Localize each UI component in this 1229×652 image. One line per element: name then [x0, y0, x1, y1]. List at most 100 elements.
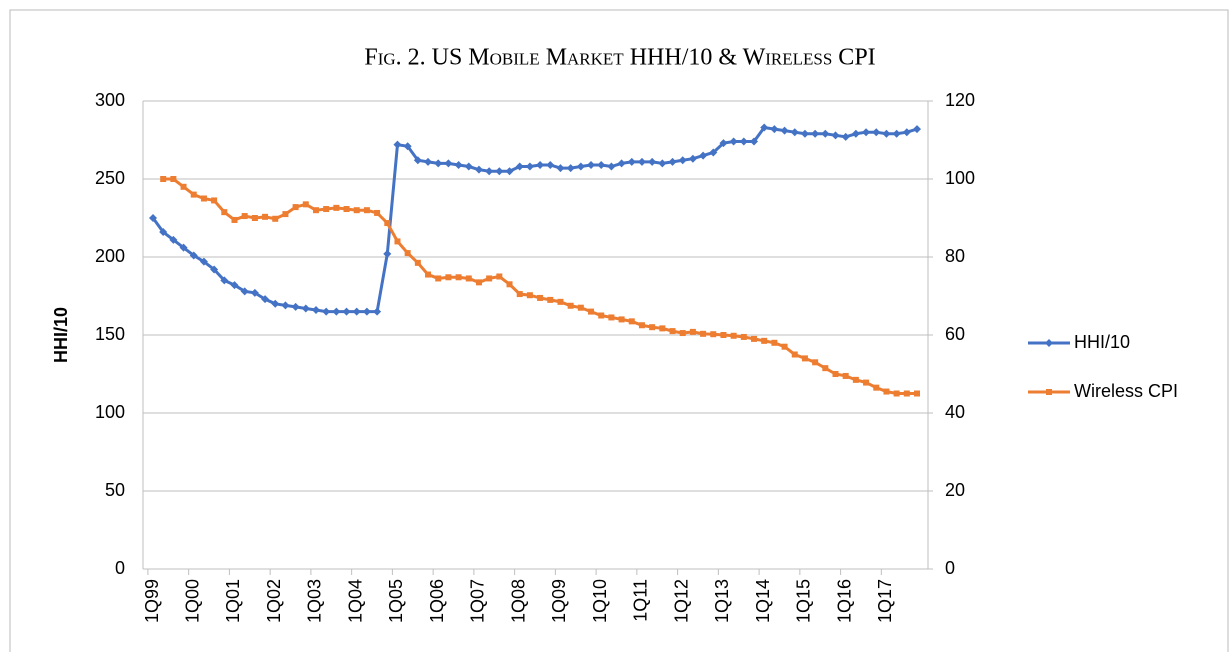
x-tick-label: 1Q17 [875, 579, 895, 623]
chart-frame [9, 9, 1229, 652]
marker [393, 140, 402, 149]
marker [189, 251, 198, 260]
y-tick-label: 150 [95, 324, 125, 344]
marker [873, 384, 880, 391]
marker [883, 388, 890, 395]
marker [160, 176, 167, 182]
marker [434, 159, 443, 168]
marker [292, 204, 299, 211]
marker [576, 162, 585, 171]
y-tick-label: 100 [95, 402, 125, 422]
marker [872, 128, 881, 137]
marker [362, 307, 371, 316]
marker [241, 213, 248, 220]
marker [638, 322, 645, 329]
marker [301, 304, 310, 313]
marker [179, 243, 188, 252]
marker [719, 139, 728, 148]
marker [710, 331, 717, 338]
marker [230, 281, 239, 290]
x-tick-label: 1Q10 [590, 579, 610, 623]
marker [149, 214, 157, 222]
x-tick-label: 1Q06 [427, 579, 447, 623]
x-tick-label: 1Q14 [753, 579, 773, 623]
marker [251, 215, 258, 221]
x-tick-label: 1Q04 [345, 579, 365, 623]
marker [801, 355, 808, 362]
marker [771, 339, 778, 346]
marker [170, 176, 177, 182]
y-tick-label: 200 [95, 246, 125, 266]
marker [668, 157, 677, 166]
x-tick-label: 1Q99 [142, 579, 162, 623]
y-tick-label: 0 [115, 558, 125, 578]
marker [790, 128, 799, 137]
marker [658, 159, 667, 168]
marker [720, 332, 727, 338]
marker [618, 316, 625, 323]
marker [821, 129, 830, 138]
marker [862, 128, 871, 137]
marker [699, 151, 708, 160]
marker [637, 157, 646, 166]
marker [261, 295, 270, 304]
marker [169, 235, 178, 244]
marker [485, 167, 494, 176]
marker [413, 156, 422, 165]
marker [800, 129, 809, 138]
marker [190, 191, 197, 198]
marker [608, 314, 615, 321]
x-tick-label: 1Q12 [671, 579, 691, 623]
y-tick-label: 300 [95, 90, 125, 110]
marker [200, 195, 207, 202]
marker [700, 330, 707, 337]
marker [404, 250, 411, 257]
chart-title: Fig. 2. US Mobile Market HHH/10 & Wirele… [364, 45, 875, 71]
marker [689, 328, 696, 335]
marker [863, 379, 870, 386]
marker [383, 249, 392, 258]
marker [547, 296, 554, 303]
marker [649, 324, 656, 331]
y2-tick-label: 0 [945, 558, 955, 578]
marker [343, 206, 350, 213]
marker [892, 129, 901, 138]
marker [903, 390, 910, 397]
marker [281, 301, 290, 310]
x-tick-label: 1Q08 [508, 579, 528, 623]
marker [648, 157, 657, 166]
y2-tick-label: 60 [945, 324, 965, 344]
marker [557, 298, 564, 305]
marker [740, 333, 747, 340]
marker [659, 325, 666, 332]
marker [812, 359, 819, 366]
marker [374, 209, 381, 216]
marker [495, 167, 504, 176]
marker [588, 308, 595, 315]
x-tick-label: 1Q16 [834, 579, 854, 623]
y-tick-label: 50 [105, 480, 125, 500]
marker [220, 276, 229, 285]
marker [791, 351, 798, 358]
marker [566, 164, 575, 173]
marker [729, 137, 738, 146]
marker [455, 274, 462, 281]
marker [363, 207, 370, 214]
marker [240, 287, 249, 296]
marker [465, 275, 472, 282]
marker [678, 156, 687, 165]
marker [353, 207, 360, 214]
marker [373, 307, 382, 316]
y2-tick-label: 120 [945, 90, 975, 110]
marker [323, 206, 330, 213]
marker [425, 271, 432, 278]
marker [781, 343, 788, 350]
marker [688, 154, 697, 163]
marker [750, 137, 759, 146]
marker [322, 307, 331, 316]
marker [832, 371, 839, 377]
marker [506, 281, 513, 288]
marker [577, 304, 584, 311]
marker [414, 259, 421, 266]
